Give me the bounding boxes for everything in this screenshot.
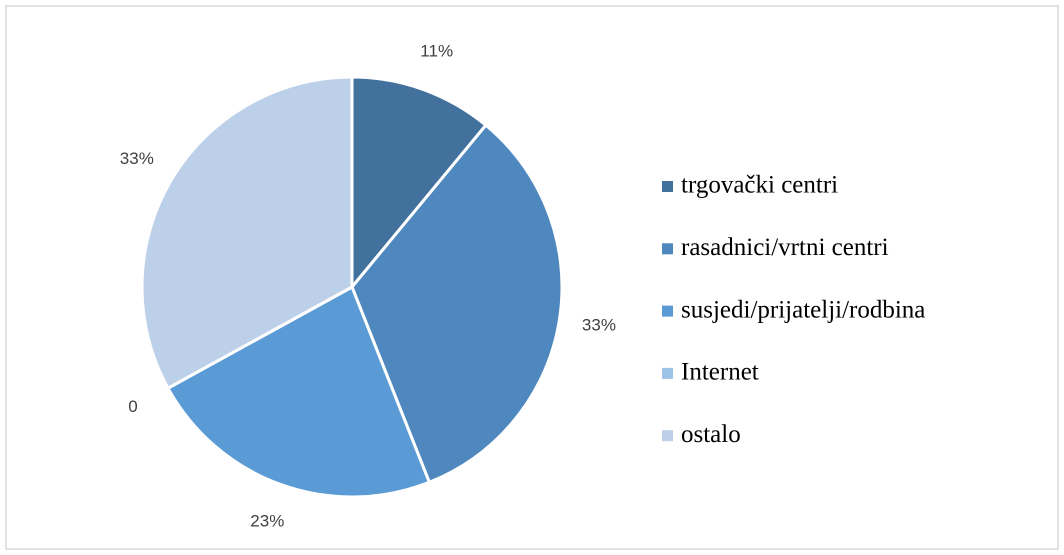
legend-swatch	[662, 181, 673, 192]
legend-swatch	[662, 430, 673, 442]
legend-label: Internet	[681, 359, 759, 386]
data-label: 33%	[582, 316, 616, 335]
data-label: 23%	[250, 512, 284, 531]
legend-label: trgovački centri	[681, 172, 838, 199]
legend-swatch	[662, 243, 673, 255]
legend-swatch	[662, 305, 673, 317]
legend-label: rasadnici/vrtni centri	[681, 234, 889, 261]
pie-slice	[350, 123, 564, 484]
legend-label: susjedi/prijatelji/rodbina	[681, 296, 925, 323]
pie-slice	[350, 75, 488, 289]
data-label: 11%	[420, 41, 453, 60]
legend-swatch	[662, 367, 673, 379]
pie-slice	[140, 75, 354, 390]
data-label: 33%	[120, 149, 154, 168]
legend-label: ostalo	[681, 421, 741, 448]
pie-slice	[166, 285, 431, 499]
data-label: 0	[128, 397, 137, 416]
